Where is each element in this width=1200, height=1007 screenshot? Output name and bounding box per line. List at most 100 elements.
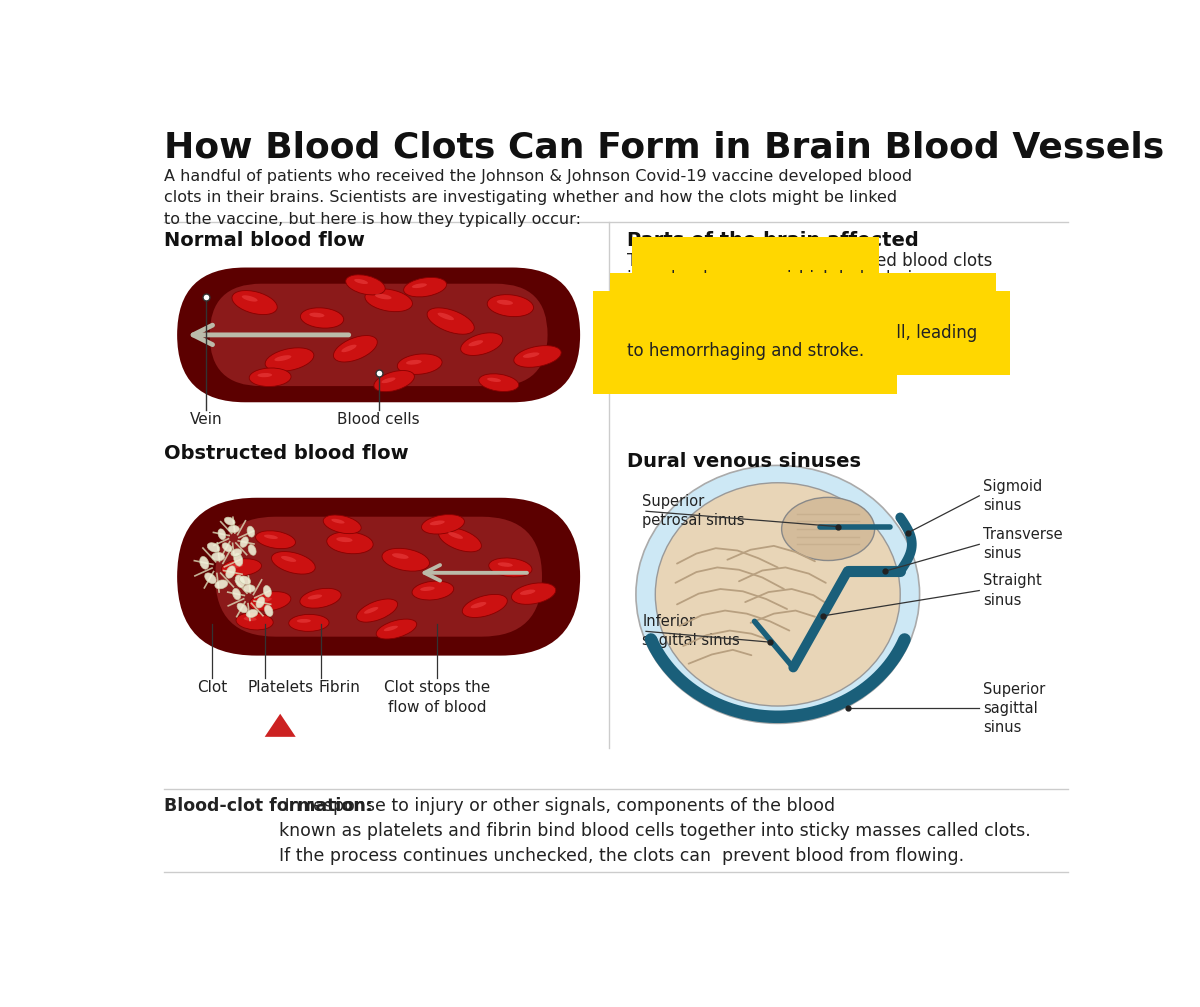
Ellipse shape xyxy=(461,333,503,355)
Text: as: as xyxy=(626,306,650,324)
Ellipse shape xyxy=(421,515,464,534)
Ellipse shape xyxy=(420,587,434,591)
Text: Vein: Vein xyxy=(190,412,222,427)
Text: Fibrin: Fibrin xyxy=(319,680,361,695)
Ellipse shape xyxy=(240,537,248,548)
Ellipse shape xyxy=(234,553,242,566)
Ellipse shape xyxy=(364,607,378,613)
Ellipse shape xyxy=(281,556,296,562)
Ellipse shape xyxy=(382,378,396,383)
Ellipse shape xyxy=(211,553,224,561)
FancyBboxPatch shape xyxy=(178,497,580,656)
Ellipse shape xyxy=(300,588,341,608)
Ellipse shape xyxy=(271,552,316,574)
Ellipse shape xyxy=(406,359,421,365)
Text: dural venous sinuses,: dural venous sinuses, xyxy=(665,270,846,288)
Ellipse shape xyxy=(229,564,244,568)
Ellipse shape xyxy=(258,373,272,378)
FancyBboxPatch shape xyxy=(178,268,580,402)
Ellipse shape xyxy=(230,549,242,556)
Ellipse shape xyxy=(487,378,502,382)
Ellipse shape xyxy=(365,289,413,311)
Text: Straight
sinus: Straight sinus xyxy=(983,573,1042,607)
Ellipse shape xyxy=(256,531,295,549)
Text: Obstructed blood flow: Obstructed blood flow xyxy=(164,444,408,463)
Text: Parts of the brain affected: Parts of the brain affected xyxy=(626,231,918,250)
Text: The affected patients developed blood clots: The affected patients developed blood cl… xyxy=(626,252,992,270)
FancyBboxPatch shape xyxy=(215,517,542,636)
Ellipse shape xyxy=(208,543,220,552)
Ellipse shape xyxy=(523,352,539,357)
Text: How Blood Clots Can Form in Brain Blood Vessels: How Blood Clots Can Form in Brain Blood … xyxy=(164,130,1164,164)
Ellipse shape xyxy=(247,527,254,537)
Ellipse shape xyxy=(236,613,274,630)
Ellipse shape xyxy=(479,374,518,392)
Ellipse shape xyxy=(376,619,416,639)
Text: Clot stops the
flow of blood: Clot stops the flow of blood xyxy=(384,680,490,715)
Ellipse shape xyxy=(438,312,454,320)
Ellipse shape xyxy=(307,594,322,599)
Ellipse shape xyxy=(403,278,446,297)
Ellipse shape xyxy=(250,368,292,387)
Ellipse shape xyxy=(488,558,532,577)
Text: in the: in the xyxy=(626,270,679,288)
Ellipse shape xyxy=(228,526,239,533)
Ellipse shape xyxy=(289,614,329,631)
Ellipse shape xyxy=(468,340,484,346)
Ellipse shape xyxy=(265,347,314,372)
Ellipse shape xyxy=(264,605,272,616)
Ellipse shape xyxy=(392,553,408,559)
Ellipse shape xyxy=(439,528,481,552)
Ellipse shape xyxy=(239,576,251,584)
Ellipse shape xyxy=(246,609,258,617)
Text: Inferior
sagittal sinus: Inferior sagittal sinus xyxy=(642,614,740,649)
Ellipse shape xyxy=(341,344,356,352)
Text: Transverse
sinus: Transverse sinus xyxy=(983,528,1063,562)
Text: Dural venous sinuses: Dural venous sinuses xyxy=(626,452,860,471)
Ellipse shape xyxy=(310,312,324,317)
Ellipse shape xyxy=(384,625,398,631)
Ellipse shape xyxy=(275,355,292,362)
Ellipse shape xyxy=(257,597,272,602)
Ellipse shape xyxy=(412,283,427,288)
Ellipse shape xyxy=(232,291,277,314)
Ellipse shape xyxy=(336,537,353,542)
Ellipse shape xyxy=(263,585,271,597)
Ellipse shape xyxy=(242,295,258,302)
Ellipse shape xyxy=(487,295,534,316)
Ellipse shape xyxy=(655,482,900,706)
Ellipse shape xyxy=(205,573,216,583)
Ellipse shape xyxy=(462,594,508,617)
Text: Sigmoid
sinus: Sigmoid sinus xyxy=(983,478,1043,513)
Ellipse shape xyxy=(397,353,442,375)
Ellipse shape xyxy=(235,575,245,587)
Ellipse shape xyxy=(300,308,343,328)
Ellipse shape xyxy=(326,532,373,554)
Ellipse shape xyxy=(514,345,562,368)
Ellipse shape xyxy=(412,581,454,600)
Text: Superior
sagittal
sinus: Superior sagittal sinus xyxy=(983,682,1045,735)
Ellipse shape xyxy=(226,566,235,578)
Ellipse shape xyxy=(238,603,247,612)
Ellipse shape xyxy=(250,592,290,611)
Text: Normal blood flow: Normal blood flow xyxy=(164,231,365,250)
Text: cerebral venous sinus thrombosis, can: cerebral venous sinus thrombosis, can xyxy=(643,306,964,324)
Ellipse shape xyxy=(354,279,368,284)
Text: which help drain: which help drain xyxy=(780,270,923,288)
Polygon shape xyxy=(265,714,295,737)
Ellipse shape xyxy=(374,371,414,392)
Ellipse shape xyxy=(511,583,556,604)
Ellipse shape xyxy=(244,617,257,621)
Text: to hemorrhaging and stroke.: to hemorrhaging and stroke. xyxy=(626,342,864,361)
Text: A handful of patients who received the Johnson & Johnson Covid-19 vaccine develo: A handful of patients who received the J… xyxy=(164,168,912,227)
Ellipse shape xyxy=(248,545,256,555)
Text: increase pressure within the skull, leading: increase pressure within the skull, lead… xyxy=(626,324,977,342)
Ellipse shape xyxy=(221,559,262,576)
Text: Platelets: Platelets xyxy=(247,680,313,695)
Text: Blood-clot formation:: Blood-clot formation: xyxy=(164,797,373,815)
FancyBboxPatch shape xyxy=(210,284,547,386)
Ellipse shape xyxy=(331,519,344,524)
Ellipse shape xyxy=(382,549,430,571)
Ellipse shape xyxy=(222,543,232,552)
Ellipse shape xyxy=(296,619,311,622)
